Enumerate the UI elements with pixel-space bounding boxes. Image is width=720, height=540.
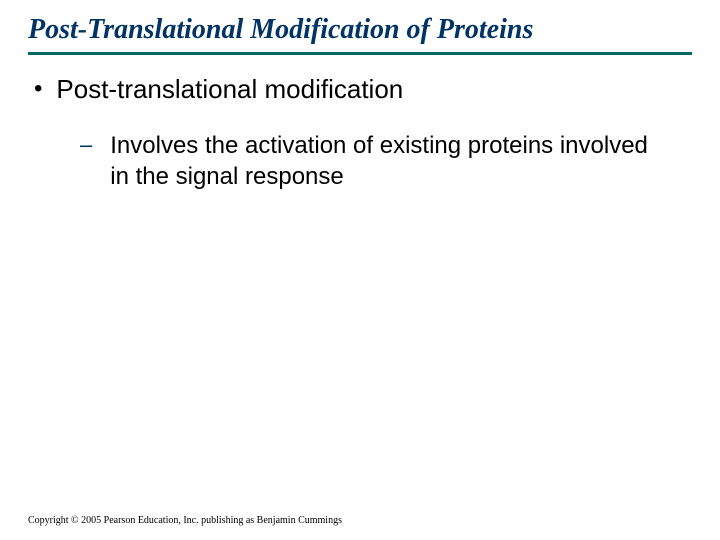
bullet-level1: • Post-translational modification xyxy=(34,73,692,106)
bullet-level2: – Involves the activation of existing pr… xyxy=(80,130,652,192)
slide-container: Post-Translational Modification of Prote… xyxy=(0,0,720,540)
bullet-text-l2: Involves the activation of existing prot… xyxy=(110,130,652,192)
copyright-footer: Copyright © 2005 Pearson Education, Inc.… xyxy=(28,515,342,526)
bullet-text-l1: Post-translational modification xyxy=(56,73,403,106)
bullet-marker-l1: • xyxy=(34,75,42,104)
slide-title: Post-Translational Modification of Prote… xyxy=(28,14,692,55)
bullet-marker-l2: – xyxy=(80,131,92,160)
